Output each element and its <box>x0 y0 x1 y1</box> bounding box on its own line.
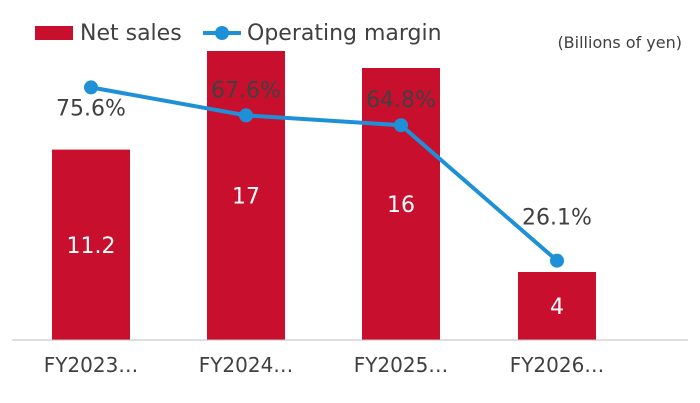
net-sales-data-label: 16 <box>387 193 415 218</box>
net-sales-bar <box>207 51 285 340</box>
legend-operating-margin-marker <box>215 26 229 40</box>
net-sales-data-label: 4 <box>550 295 564 320</box>
legend-operating-margin-label: Operating margin <box>247 21 442 46</box>
net-sales-bar <box>362 68 440 340</box>
net-sales-bar <box>52 149 130 340</box>
x-tick-label: FY2024… <box>199 353 294 377</box>
operating-margin-data-label: 67.6% <box>211 78 281 103</box>
x-tick-label: FY2025… <box>354 353 449 377</box>
legend-net-sales-label: Net sales <box>80 21 182 46</box>
operating-margin-point <box>550 253 564 268</box>
x-tick-label: FY2023… <box>44 353 139 377</box>
x-tick-label: FY2026… <box>510 353 605 377</box>
unit-note: (Billions of yen) <box>557 33 682 52</box>
operating-margin-line-series: 75.6% 67.6% 64.8% 26.1% <box>56 78 592 268</box>
net-sales-data-label: 17 <box>232 185 260 210</box>
net-sales-bar <box>518 272 596 340</box>
operating-margin-point <box>84 80 98 95</box>
net-sales-bars: 11.2 17 16 4 <box>52 51 596 340</box>
operating-margin-data-label: 75.6% <box>56 96 126 121</box>
operating-margin-point <box>394 118 408 133</box>
x-axis-tick-labels: FY2023… FY2024… FY2025… FY2026… <box>44 353 605 377</box>
operating-margin-data-label: 64.8% <box>366 88 436 113</box>
legend: Net sales Operating margin <box>35 21 442 46</box>
operating-margin-line <box>90 85 559 263</box>
operating-margin-point <box>239 108 253 123</box>
net-sales-data-label: 11.2 <box>67 234 116 259</box>
operating-margin-data-label: 26.1% <box>522 206 592 231</box>
legend-net-sales-swatch <box>35 26 73 40</box>
